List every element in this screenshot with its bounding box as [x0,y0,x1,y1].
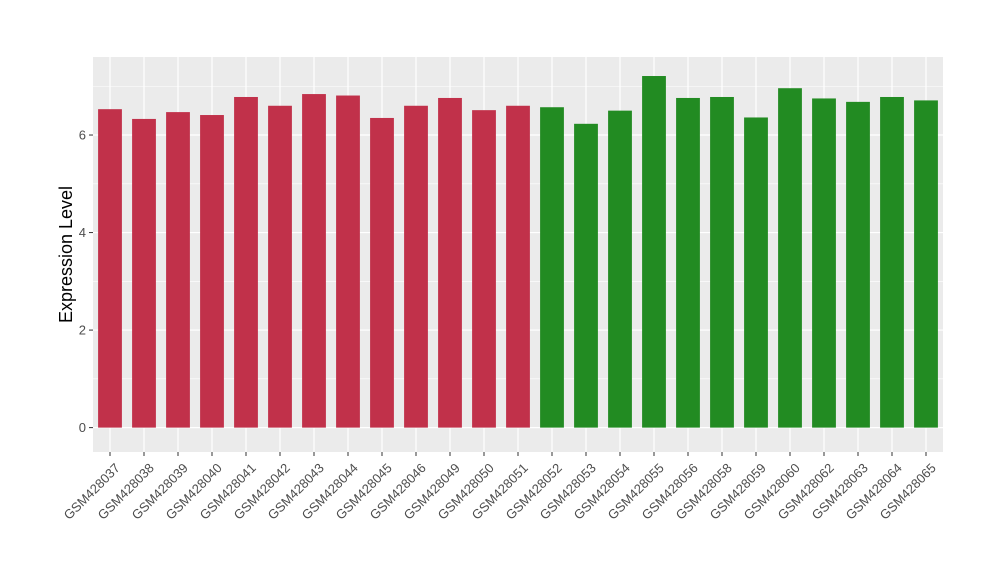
bar-gsm428044 [336,95,360,428]
bar-gsm428050 [472,110,496,428]
y-tick-label: 4 [79,225,86,240]
bar-gsm428037 [98,109,122,428]
bars-group [98,76,938,428]
bar-gsm428060 [778,88,802,428]
bar-gsm428055 [642,76,666,428]
bar-gsm428065 [914,100,938,428]
bar-gsm428062 [812,98,836,428]
x-axis: GSM428037GSM428038GSM428039GSM428040GSM4… [61,452,939,523]
y-tick-label: 6 [79,128,86,143]
bar-gsm428063 [846,101,870,428]
bar-gsm428056 [676,97,700,428]
bar-gsm428043 [302,94,326,428]
bar-gsm428064 [880,96,904,428]
bar-gsm428054 [608,110,632,428]
bar-gsm428052 [540,107,564,428]
bar-gsm428038 [132,118,156,428]
bar-gsm428053 [574,123,598,428]
bar-gsm428059 [744,117,768,428]
y-tick-label: 2 [79,323,86,338]
bar-gsm428040 [200,115,224,428]
bar-gsm428049 [438,97,462,428]
bar-gsm428042 [268,105,292,428]
bar-gsm428041 [234,96,258,428]
bar-gsm428039 [166,112,190,428]
bar-gsm428051 [506,105,530,428]
y-axis: 0 2 4 6 [79,128,93,435]
bar-gsm428046 [404,105,428,428]
bar-gsm428045 [370,117,394,428]
y-tick-label: 0 [79,420,86,435]
y-axis-title: Expression Level [56,186,76,323]
bar-gsm428058 [710,96,734,428]
